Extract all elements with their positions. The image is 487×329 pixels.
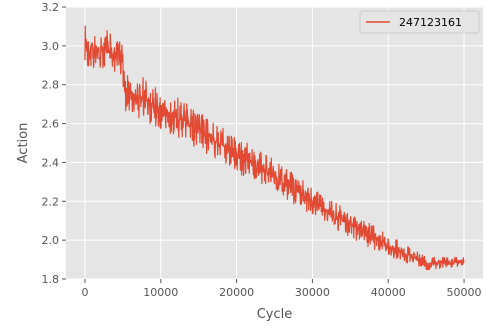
x-tick-label: 40000 <box>371 286 406 299</box>
y-tick-label: 1.8 <box>42 273 60 286</box>
x-tick-label: 10000 <box>143 286 178 299</box>
y-tick-label: 2.4 <box>42 156 60 169</box>
x-axis-title: Cycle <box>257 307 293 322</box>
series-line <box>84 25 465 271</box>
x-tick-label: 0 <box>81 286 88 299</box>
x-tick-label: 30000 <box>295 286 330 299</box>
y-tick-label: 2.0 <box>42 234 60 247</box>
x-tick-label: 20000 <box>219 286 254 299</box>
y-tick-label: 2.2 <box>42 195 60 208</box>
y-tick-label: 2.8 <box>42 79 60 92</box>
y-tick-label: 2.6 <box>42 118 60 131</box>
x-tick-label: 50000 <box>447 286 482 299</box>
series-layer <box>84 25 465 271</box>
y-axis-title: Action <box>16 123 31 164</box>
x-axis: 0 10000 20000 30000 40000 50000 <box>81 279 482 299</box>
y-axis: 1.8 2.0 2.2 2.4 2.6 2.8 3.0 3.2 <box>42 1 66 286</box>
legend: 247123161 <box>359 10 480 34</box>
grid-lines <box>66 6 483 280</box>
y-tick-label: 3.2 <box>42 1 60 14</box>
y-tick-label: 3.0 <box>42 40 60 53</box>
legend-box <box>359 10 480 34</box>
plot-area <box>66 7 483 279</box>
legend-label: 247123161 <box>399 16 462 29</box>
